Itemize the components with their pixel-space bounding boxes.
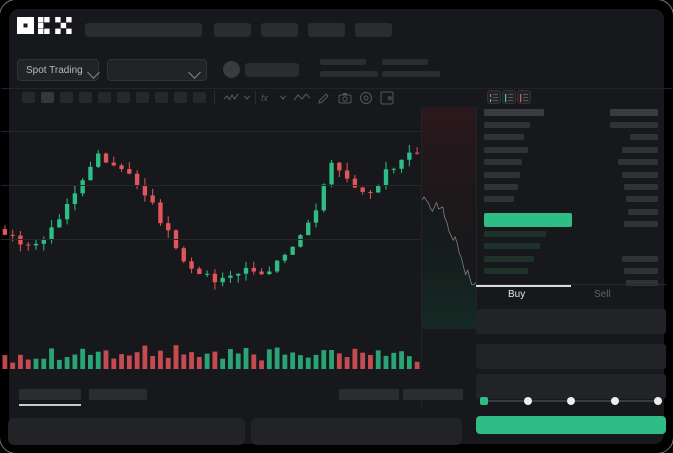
- svg-text:fx: fx: [261, 93, 269, 103]
